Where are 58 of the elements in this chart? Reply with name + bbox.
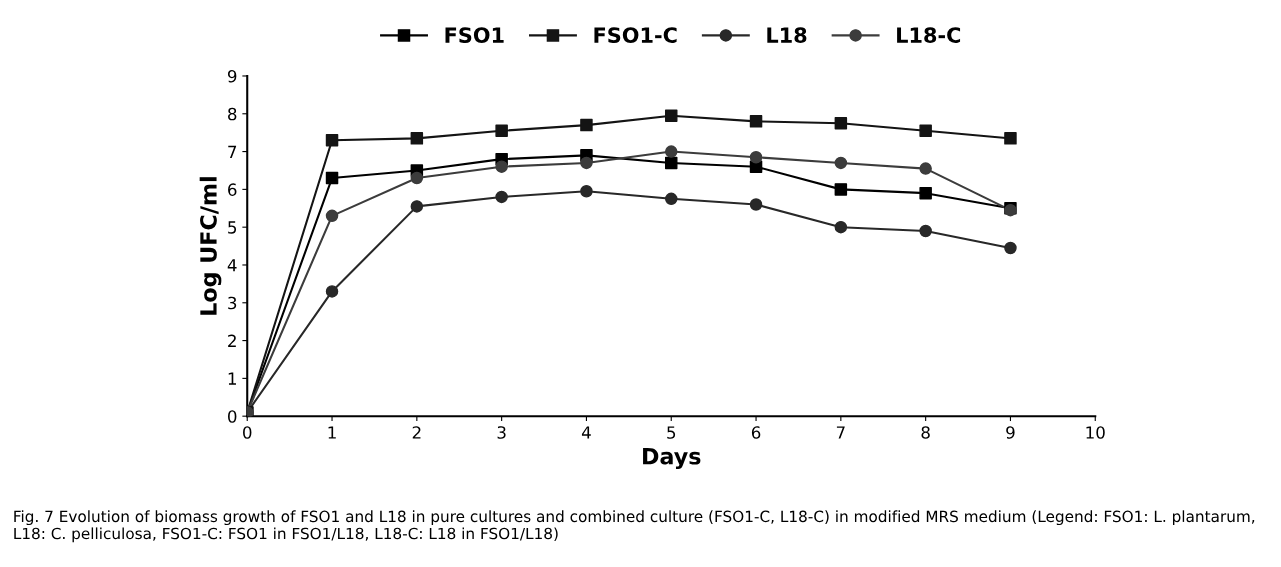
point	[834, 183, 848, 196]
point	[749, 198, 763, 211]
point	[410, 171, 424, 185]
point	[410, 132, 424, 145]
point	[834, 220, 848, 234]
x-tick-label: 7	[836, 426, 845, 439]
x-tick-label: 5	[667, 426, 676, 439]
y-tick-label: 0	[228, 410, 237, 423]
x-tick-label: 10	[1086, 426, 1105, 439]
y-tick-label: 7	[228, 145, 237, 158]
point	[495, 160, 508, 173]
point	[664, 109, 678, 122]
y-tick-label: 9	[227, 69, 237, 83]
point	[410, 200, 424, 213]
point	[495, 124, 508, 138]
point	[919, 162, 932, 175]
x-tick-label: 4	[581, 426, 591, 439]
point	[834, 116, 848, 130]
point	[664, 156, 678, 170]
legend-label: L18	[767, 27, 807, 43]
point	[580, 156, 593, 170]
point	[325, 285, 339, 298]
y-axis-title: Log UFC/ml	[199, 177, 222, 315]
x-tick-label: 2	[412, 426, 421, 439]
y-tick-label: 4	[227, 259, 237, 272]
point	[919, 124, 932, 138]
legend-label: L18-C	[897, 27, 961, 43]
legend-label: FSO1-C	[594, 27, 677, 43]
point	[580, 185, 593, 198]
x-tick-label: 3	[497, 426, 506, 439]
point	[580, 118, 593, 132]
point	[664, 192, 678, 206]
caption: Fig. 7 Evolution of biomass growth of FSO1 and L18 in pure cultures and combined culture (FSO1-C, L18-C) in modified MRS medium (Legend: FSO1: L. plantarum, L18: C. pelliculosa, FSO1-C: FSO1 in FSO1/L18, L18-C: L18 in FSO1/L18)	[14, 510, 1255, 543]
y-tick-label: 3	[228, 296, 237, 310]
point	[1004, 241, 1017, 255]
x-axis-title: Days	[643, 448, 701, 470]
point	[834, 156, 848, 170]
y-tick-label: 5	[228, 221, 237, 234]
y-tick-label: 1	[228, 372, 236, 385]
point	[1004, 132, 1017, 145]
x-tick-label: 1	[328, 426, 336, 439]
point	[325, 209, 339, 223]
x-tick-label: 8	[921, 426, 930, 439]
y-tick-label: 2	[228, 334, 236, 347]
point	[919, 224, 932, 238]
y-tick-label: 6	[228, 183, 237, 196]
y-tick-label: 8	[228, 107, 237, 121]
legend-label: FSO1	[445, 27, 504, 43]
point	[325, 171, 339, 185]
point	[495, 190, 508, 204]
point	[664, 145, 678, 158]
x-tick-label: 0	[243, 426, 252, 439]
point	[749, 115, 763, 128]
x-tick-label: 6	[751, 426, 761, 439]
x-tick-label: 9	[1006, 426, 1015, 439]
point	[919, 186, 932, 200]
point	[325, 133, 339, 147]
point	[749, 150, 763, 164]
